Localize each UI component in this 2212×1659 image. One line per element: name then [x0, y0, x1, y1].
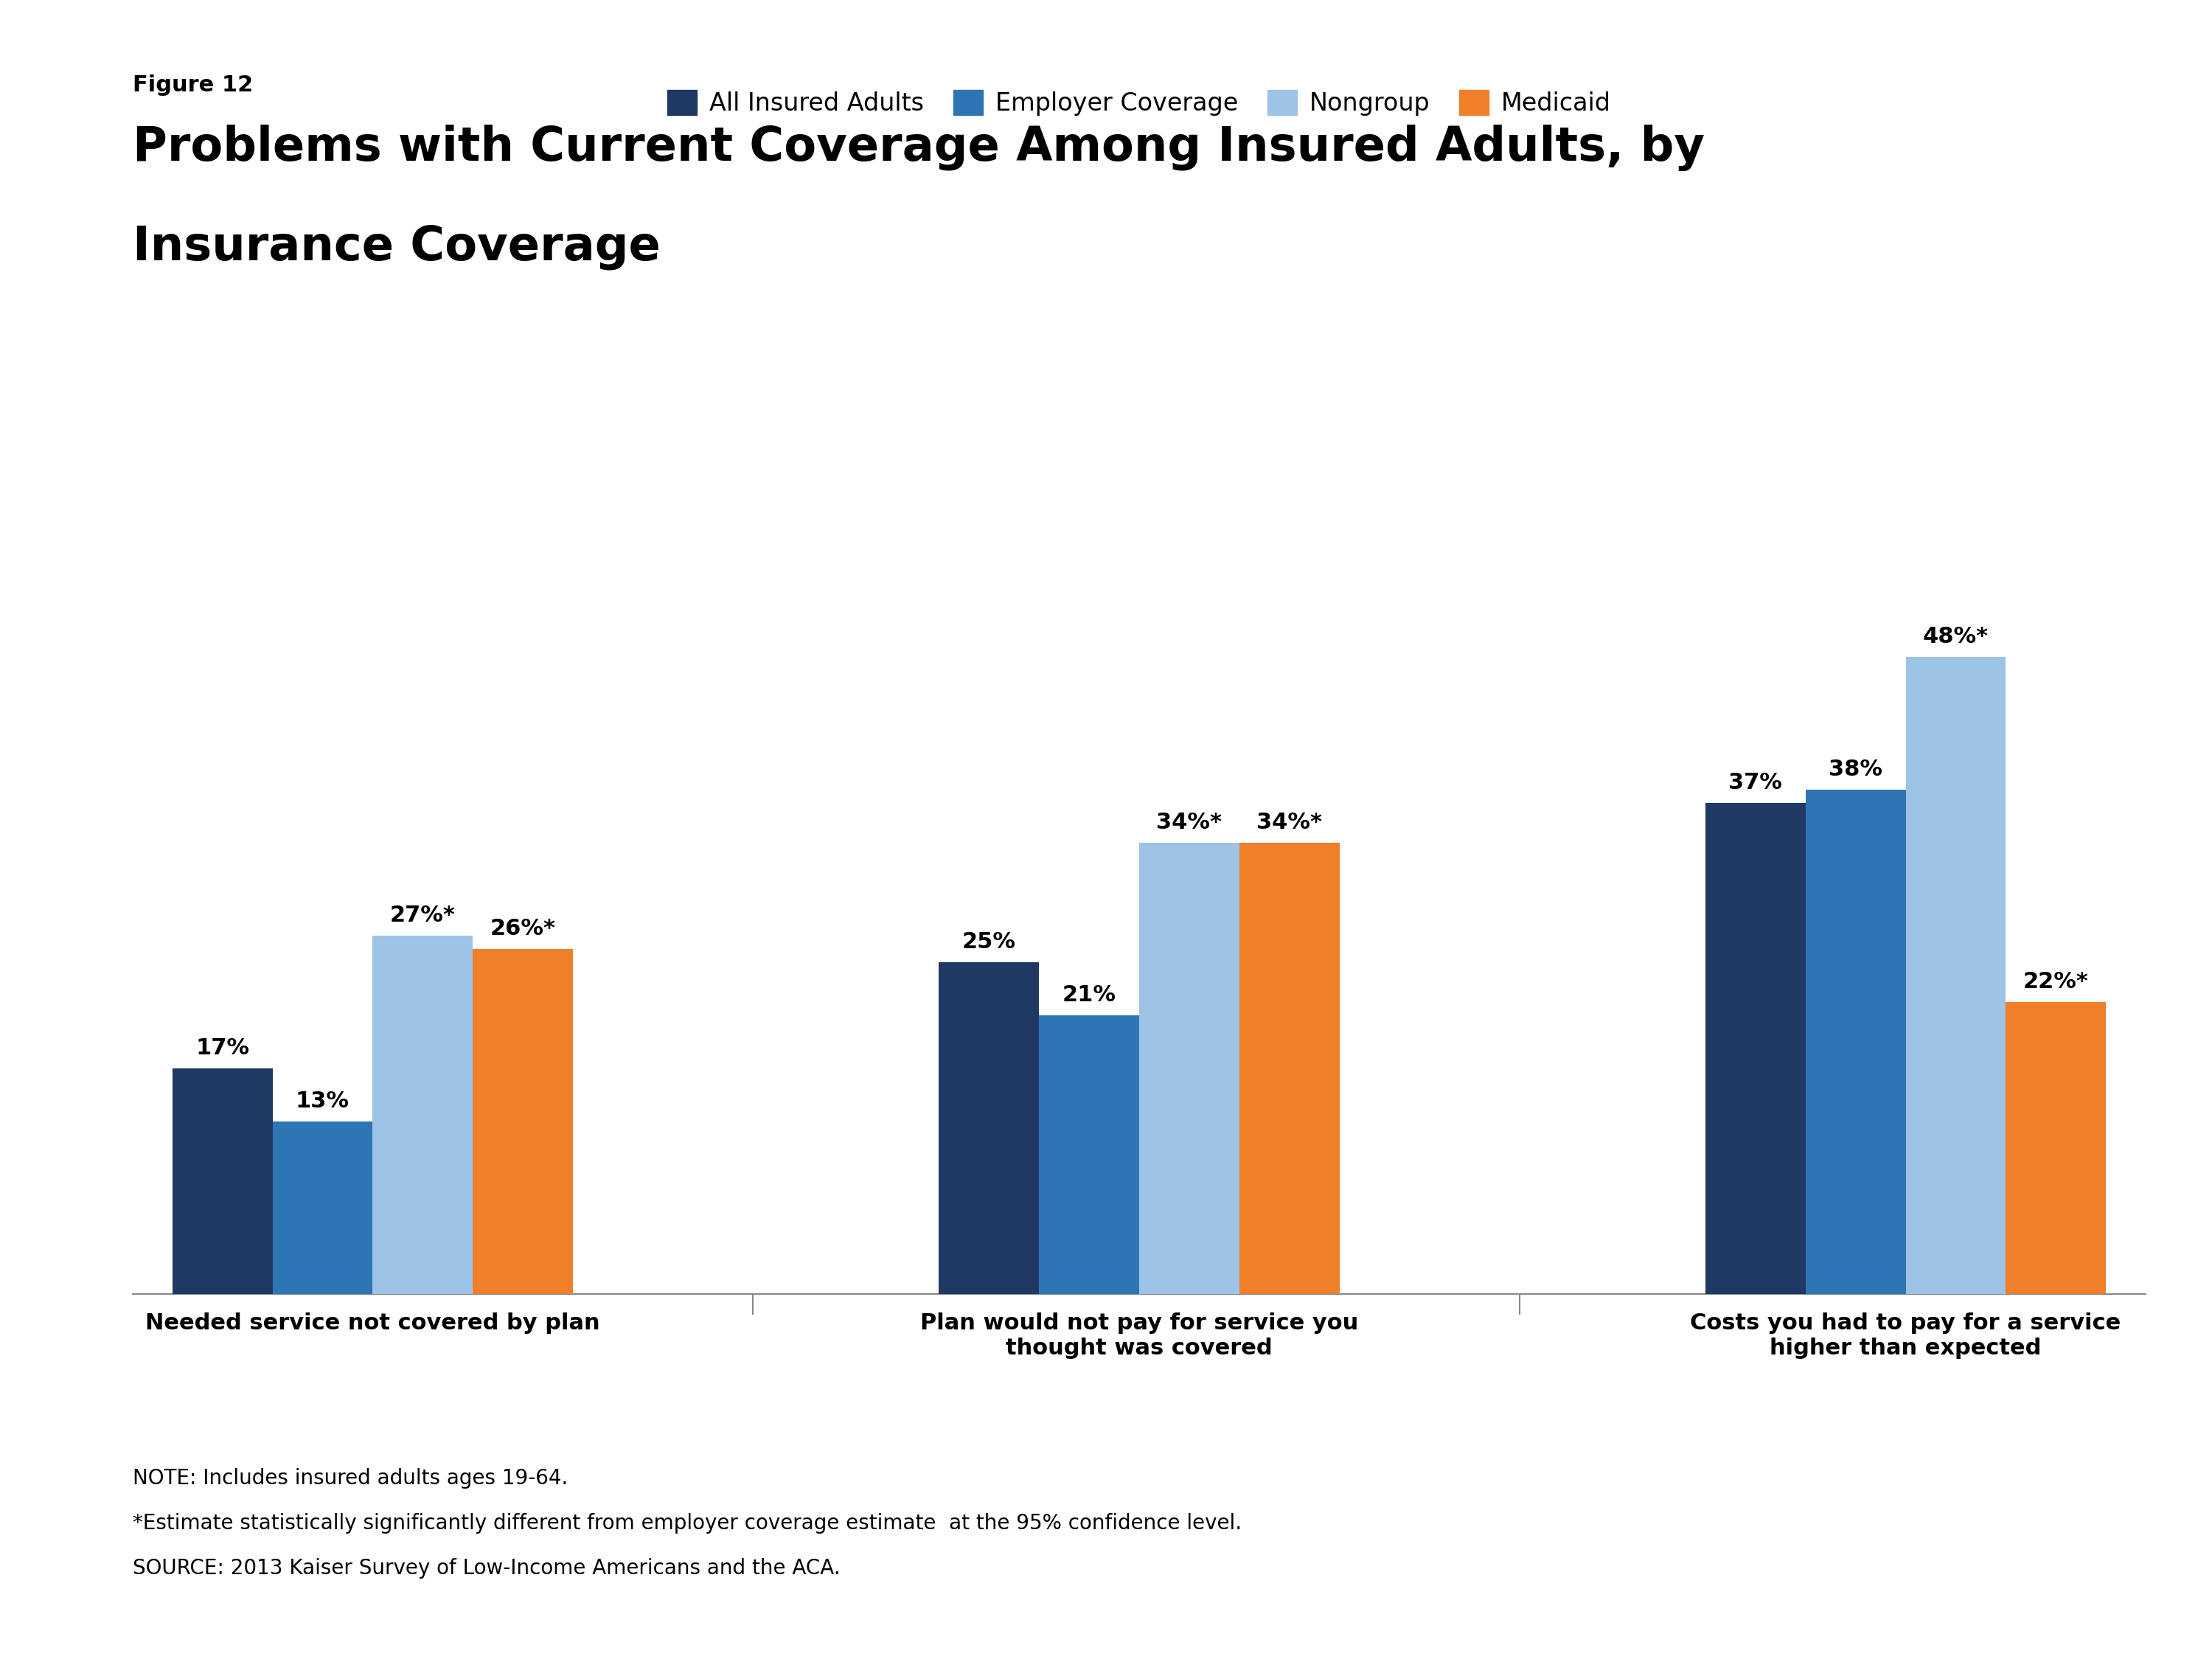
Text: 48%*: 48%*	[1922, 627, 1989, 647]
Text: 38%: 38%	[1829, 760, 1882, 780]
Text: KAISER: KAISER	[1958, 1521, 2024, 1536]
Bar	[1907, 657, 2006, 1294]
Text: NOTE: Includes insured adults ages 19-64.: NOTE: Includes insured adults ages 19-64…	[133, 1468, 568, 1488]
Text: Insurance Coverage: Insurance Coverage	[133, 224, 661, 270]
Bar	[473, 949, 573, 1294]
Text: 25%: 25%	[962, 932, 1015, 952]
Text: Figure 12: Figure 12	[133, 75, 252, 96]
Bar	[2006, 1002, 2106, 1294]
Text: 17%: 17%	[195, 1039, 250, 1058]
Bar	[1705, 803, 1805, 1294]
Bar	[1040, 1015, 1139, 1294]
Text: 21%: 21%	[1062, 985, 1117, 1005]
Text: 27%*: 27%*	[389, 906, 456, 926]
Bar	[1239, 843, 1340, 1294]
Text: FAMILY: FAMILY	[1969, 1554, 2013, 1566]
Text: SOURCE: 2013 Kaiser Survey of Low-Income Americans and the ACA.: SOURCE: 2013 Kaiser Survey of Low-Income…	[133, 1558, 841, 1578]
Text: 34%*: 34%*	[1256, 813, 1323, 833]
Bar	[938, 962, 1040, 1294]
Text: THE HENRY J.: THE HENRY J.	[1958, 1491, 2024, 1501]
Text: 26%*: 26%*	[491, 919, 555, 939]
Bar	[1139, 843, 1239, 1294]
Text: 37%: 37%	[1728, 773, 1783, 793]
Text: 13%: 13%	[296, 1092, 349, 1112]
Legend: All Insured Adults, Employer Coverage, Nongroup, Medicaid: All Insured Adults, Employer Coverage, N…	[657, 80, 1621, 126]
Bar	[1805, 790, 1907, 1294]
Text: FOUNDATION: FOUNDATION	[1960, 1586, 2022, 1593]
Bar	[272, 1121, 372, 1294]
Bar	[173, 1068, 272, 1294]
Text: 22%*: 22%*	[2024, 972, 2088, 992]
Bar	[372, 936, 473, 1294]
Text: 34%*: 34%*	[1157, 813, 1221, 833]
Text: Problems with Current Coverage Among Insured Adults, by: Problems with Current Coverage Among Ins…	[133, 124, 1705, 171]
Text: *Estimate statistically significantly different from employer coverage estimate : *Estimate statistically significantly di…	[133, 1513, 1241, 1533]
